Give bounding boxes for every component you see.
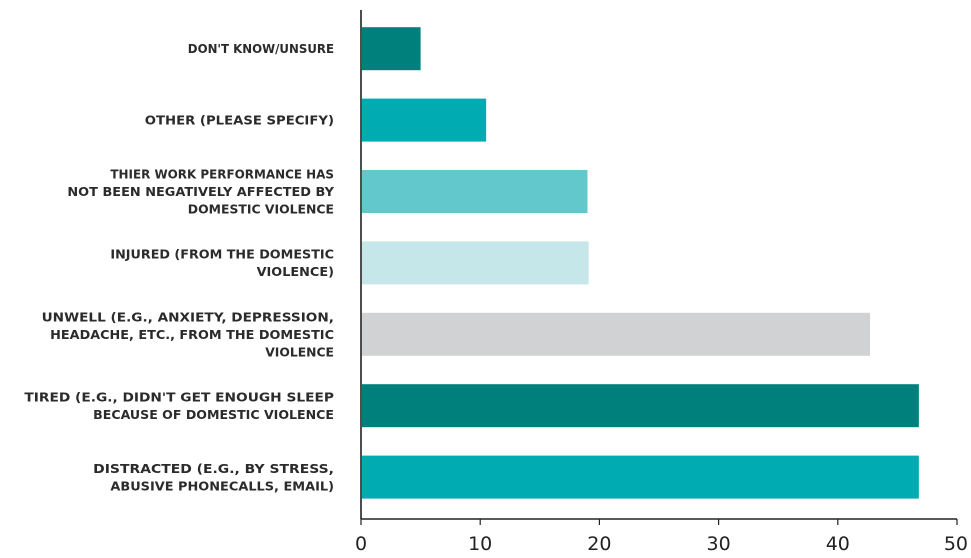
bar-3 bbox=[362, 241, 589, 285]
bar-6 bbox=[362, 455, 919, 499]
category-label-5: TIRED (E.G., DIDN'T GET ENOUGH SLEEP BECA… bbox=[24, 389, 334, 422]
x-tick-label-0: 0 bbox=[355, 533, 367, 555]
category-label-6: DISTRACTED (E.G., BY STRESS, ABUSIVE PHON… bbox=[93, 461, 334, 494]
category-label-1: OTHER (PLEASE SPECIFY) bbox=[145, 113, 334, 128]
bar-2 bbox=[362, 170, 588, 213]
category-label-3: INJURED (FROM THE DOMESTIC VIOLENCE) bbox=[110, 247, 334, 280]
category-label-4: UNWELL (E.G., ANXIETY, DEPRESSION, HEADAC… bbox=[42, 309, 334, 359]
x-tick-label-1: 10 bbox=[468, 533, 492, 555]
category-label-0: DON'T KNOW/UNSURE bbox=[188, 41, 334, 56]
bar-4 bbox=[362, 312, 870, 356]
bar-5 bbox=[362, 384, 919, 428]
bar-0 bbox=[362, 27, 421, 71]
x-tick-label-3: 30 bbox=[707, 533, 731, 555]
bars-group bbox=[362, 27, 919, 499]
x-tick-label-5: 50 bbox=[944, 533, 968, 555]
bar-1 bbox=[362, 98, 487, 142]
x-axis-ticks-group: 0 10 20 30 40 50 bbox=[355, 519, 968, 555]
category-labels-group: DON'T KNOW/UNSURE OTHER (PLEASE SPECIFY) T… bbox=[24, 41, 335, 493]
x-tick-label-2: 20 bbox=[587, 533, 611, 555]
x-tick-label-4: 40 bbox=[826, 533, 850, 555]
category-label-2: THIER WORK PERFORMANCE HAS NOT BEEN NEGAT… bbox=[67, 167, 335, 217]
